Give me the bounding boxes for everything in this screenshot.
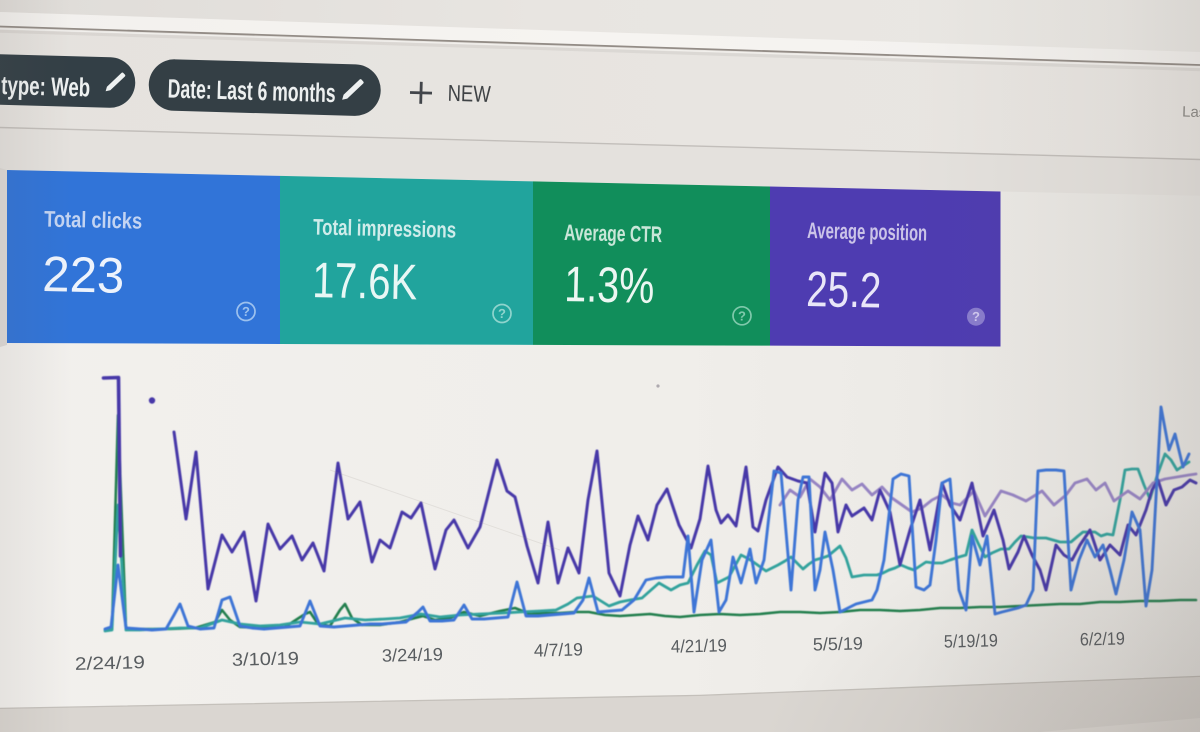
svg-text:4/21/19: 4/21/19: [671, 635, 727, 656]
svg-text:NEW: NEW: [447, 80, 491, 107]
svg-text:Total clicks: Total clicks: [44, 207, 143, 234]
svg-text:Date: Last 6 months: Date: Last 6 months: [167, 74, 336, 109]
svg-text:Last up: Last up: [1182, 104, 1200, 122]
svg-text:3/24/19: 3/24/19: [382, 644, 443, 665]
svg-text:1.3%: 1.3%: [564, 256, 655, 314]
svg-text:type: Web: type: Web: [1, 70, 91, 102]
svg-text:2/24/19: 2/24/19: [75, 652, 145, 674]
svg-text:6/2/19: 6/2/19: [1080, 628, 1125, 649]
svg-text:Total impressions: Total impressions: [313, 215, 457, 243]
svg-text:17.6K: 17.6K: [312, 252, 418, 310]
svg-text:25.2: 25.2: [806, 261, 882, 319]
svg-text:3/10/19: 3/10/19: [232, 648, 299, 670]
svg-text:?: ?: [738, 308, 746, 323]
svg-text:223: 223: [42, 246, 125, 304]
svg-text:Average CTR: Average CTR: [564, 220, 663, 247]
svg-text:4/7/19: 4/7/19: [534, 639, 583, 660]
svg-text:?: ?: [242, 304, 250, 319]
svg-text:?: ?: [972, 309, 980, 324]
svg-text:Average position: Average position: [807, 218, 928, 246]
svg-text:?: ?: [498, 306, 506, 321]
svg-text:5/5/19: 5/5/19: [813, 633, 863, 654]
svg-text:5/19/19: 5/19/19: [944, 630, 998, 651]
